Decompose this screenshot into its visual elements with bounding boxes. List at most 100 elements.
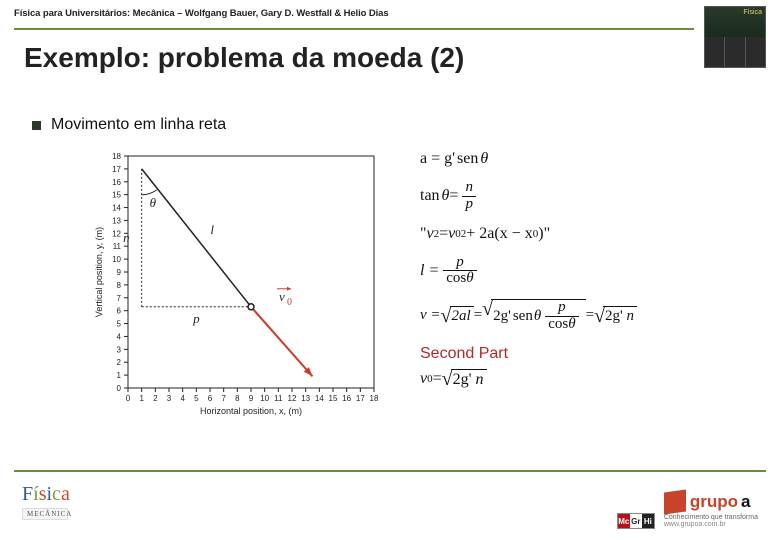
- eq5-frac: p cosθ: [545, 300, 578, 333]
- grupoa-url: www.grupoa.com.br: [664, 521, 726, 528]
- eq-v0: v 0 = √ 2g' n: [420, 369, 740, 389]
- bullet-row: Movimento em linha reta: [32, 116, 226, 134]
- eq3-rest: + 2a(x − x: [466, 225, 532, 243]
- svg-text:θ: θ: [150, 195, 157, 210]
- svg-text:3: 3: [167, 394, 172, 403]
- svg-text:Horizontal position, x, (m): Horizontal position, x, (m): [200, 406, 302, 416]
- svg-text:p: p: [192, 311, 200, 326]
- svg-text:5: 5: [117, 320, 122, 329]
- equations-block: a = g ' sen θ tan θ = n p " v 2 = v 0 2 …: [420, 150, 740, 401]
- svg-text:9: 9: [117, 268, 122, 277]
- publisher-logos: McGrHi grupoa Conhecimento que transform…: [618, 491, 758, 528]
- eq-kinematics: " v 2 = v 0 2 + 2a(x − x 0 )": [420, 225, 740, 243]
- eq-length: l = p cosθ: [420, 255, 740, 288]
- svg-text:13: 13: [301, 394, 310, 403]
- svg-text:14: 14: [112, 204, 121, 213]
- svg-text:0: 0: [117, 384, 122, 393]
- eq-acceleration: a = g ' sen θ: [420, 150, 740, 168]
- svg-text:6: 6: [117, 307, 122, 316]
- grupoa-cube-icon: [664, 489, 686, 514]
- svg-text:10: 10: [260, 394, 269, 403]
- eq4-frac: p cosθ: [443, 255, 476, 288]
- slide-title: Exemplo: problema da moeda (2): [24, 42, 464, 74]
- second-part-label: Second Part: [420, 345, 740, 363]
- eq5-v: v =: [420, 307, 441, 324]
- svg-text:7: 7: [117, 294, 122, 303]
- eq2-num: n: [462, 180, 476, 196]
- eq5-sqrt-a: √2al: [441, 306, 474, 326]
- svg-text:2: 2: [153, 394, 158, 403]
- eq6-sqrt: √ 2g' n: [442, 369, 487, 389]
- svg-text:10: 10: [112, 255, 121, 264]
- svg-text:4: 4: [180, 394, 185, 403]
- grupoa-logo: grupoa Conhecimento que transforma www.g…: [664, 491, 758, 528]
- svg-text:17: 17: [356, 394, 365, 403]
- svg-text:12: 12: [288, 394, 297, 403]
- eq1-theta: θ: [480, 150, 488, 168]
- svg-text:n: n: [123, 230, 130, 245]
- position-chart: 0123456789101112131415161718012345678910…: [90, 150, 380, 420]
- svg-text:0: 0: [287, 297, 292, 308]
- svg-text:18: 18: [370, 394, 379, 403]
- svg-text:6: 6: [208, 394, 213, 403]
- svg-text:1: 1: [117, 371, 122, 380]
- eq1-sen: sen: [457, 150, 478, 168]
- svg-text:11: 11: [113, 242, 122, 251]
- eq1-prime: ': [452, 150, 455, 168]
- svg-text:0: 0: [126, 394, 131, 403]
- eq5-sqrt-c: √ 2g' n: [594, 306, 637, 326]
- svg-text:15: 15: [112, 191, 121, 200]
- svg-text:8: 8: [117, 281, 122, 290]
- header-divider: [14, 28, 694, 30]
- eq5-eq: =: [474, 307, 482, 324]
- eq2-frac: n p: [462, 180, 476, 213]
- fisica-logo: Física MECÂNICA: [22, 483, 70, 520]
- svg-text:l: l: [210, 222, 214, 237]
- svg-text:1: 1: [139, 394, 144, 403]
- svg-text:13: 13: [112, 216, 121, 225]
- svg-text:12: 12: [112, 229, 121, 238]
- eq4-den: cosθ: [443, 271, 476, 287]
- eq1-lhs: a = g: [420, 150, 452, 168]
- mcgraw-hill-logo: McGrHi: [618, 514, 654, 528]
- eq4-l: l =: [420, 262, 439, 280]
- mecanica-badge: MECÂNICA: [22, 508, 68, 520]
- eq3-v: v: [427, 225, 434, 243]
- square-bullet-icon: [32, 121, 41, 130]
- svg-text:16: 16: [342, 394, 351, 403]
- eq3-v0: v: [448, 225, 455, 243]
- header-row: Física para Universitários: Mecânica – W…: [14, 8, 766, 19]
- book-reference: Física para Universitários: Mecânica – W…: [14, 8, 389, 19]
- eq3-close: )": [538, 225, 550, 243]
- eq5-sqrt-b: √ 2g' sen θ p cosθ: [482, 299, 585, 333]
- eq4-num: p: [453, 255, 467, 271]
- svg-text:18: 18: [112, 152, 121, 161]
- svg-text:3: 3: [117, 345, 122, 354]
- svg-text:5: 5: [194, 394, 199, 403]
- eq2-den: p: [462, 197, 476, 213]
- svg-text:16: 16: [112, 178, 121, 187]
- svg-text:8: 8: [235, 394, 240, 403]
- eq5-b-arg: 2g' sen θ p cosθ: [491, 299, 585, 333]
- svg-text:2: 2: [117, 358, 122, 367]
- eq5-eq2: =: [586, 307, 594, 324]
- eq2-theta: θ: [442, 187, 450, 205]
- eq2-eq: =: [449, 187, 458, 205]
- eq6-eq: =: [433, 370, 442, 388]
- grupoa-slogan: Conhecimento que transforma: [664, 514, 758, 521]
- svg-text:4: 4: [117, 332, 122, 341]
- svg-text:14: 14: [315, 394, 324, 403]
- svg-text:7: 7: [221, 394, 226, 403]
- svg-text:11: 11: [274, 394, 283, 403]
- eq6-v: v: [420, 370, 427, 388]
- svg-text:v: v: [279, 289, 285, 304]
- footer: Física MECÂNICA McGrHi grupoa Conhecimen…: [14, 470, 766, 532]
- svg-text:Vertical position, y, (m): Vertical position, y, (m): [94, 227, 104, 317]
- eq-velocity: v = √2al = √ 2g' sen θ p cosθ: [420, 299, 740, 333]
- svg-text:9: 9: [249, 394, 254, 403]
- eq3-eq: =: [439, 225, 448, 243]
- svg-text:17: 17: [112, 165, 121, 174]
- eq2-tan: tan: [420, 187, 440, 205]
- slide: Física para Universitários: Mecânica – W…: [0, 0, 780, 540]
- bullet-text: Movimento em linha reta: [51, 116, 226, 134]
